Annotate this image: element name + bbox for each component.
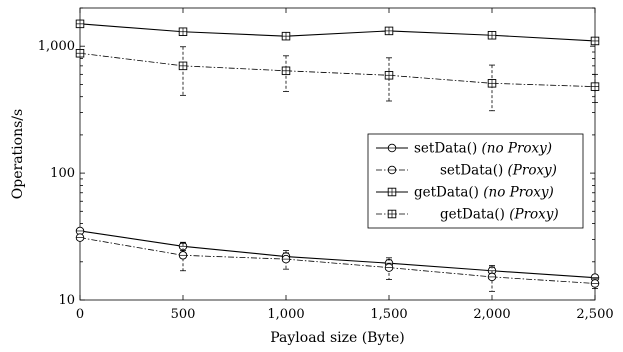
y-axis-title: Operations/s xyxy=(10,109,26,199)
legend-label: setData() (no Proxy) xyxy=(414,141,552,157)
series-line xyxy=(79,52,596,88)
legend-entry-1: setData() (Proxy) xyxy=(376,163,557,179)
legend-box xyxy=(367,133,584,229)
legend-entry-3: getData() (Proxy) xyxy=(376,207,559,223)
y-tick-label: 100 xyxy=(50,166,75,181)
plot-frame xyxy=(79,7,596,301)
y-axis: 10 100 1,000 xyxy=(38,7,595,308)
legend-suffix: (no Proxy) xyxy=(483,185,554,201)
series-2 xyxy=(75,19,600,46)
x-axis: 0 500 1,000 1,500 2,000 2,500 xyxy=(76,8,614,322)
x-tick-label: 0 xyxy=(76,307,84,322)
series-1 xyxy=(75,233,600,292)
legend-label: setData() (Proxy) xyxy=(440,163,557,179)
series-line xyxy=(79,237,596,284)
legend-suffix: (Proxy) xyxy=(508,163,557,179)
legend: setData() (no Proxy)setData() (Proxy)get… xyxy=(367,133,584,229)
legend-label: getData() (Proxy) xyxy=(440,207,559,223)
legend-entry-0: setData() (no Proxy) xyxy=(376,141,552,157)
series-layer xyxy=(75,19,600,292)
plot-border xyxy=(79,7,596,301)
legend-entry-2: getData() (no Proxy) xyxy=(376,185,554,201)
legend-name: setData() xyxy=(414,141,482,157)
x-tick-label: 1,500 xyxy=(370,307,407,322)
legend-name: getData() xyxy=(440,207,509,223)
x-tick-label: 2,500 xyxy=(576,307,613,322)
series-line xyxy=(79,23,596,42)
y-tick-label: 10 xyxy=(58,293,75,308)
legend-name: setData() xyxy=(440,163,508,179)
series-0 xyxy=(75,226,600,282)
x-tick-label: 500 xyxy=(171,307,196,322)
series-line xyxy=(79,230,596,279)
legend-suffix: (Proxy) xyxy=(509,207,558,223)
series-3 xyxy=(75,46,600,112)
x-axis-title: Payload size (Byte) xyxy=(270,330,405,346)
x-tick-label: 1,000 xyxy=(267,307,304,322)
x-tick-label: 2,000 xyxy=(473,307,510,322)
legend-label: getData() (no Proxy) xyxy=(414,185,554,201)
legend-suffix: (no Proxy) xyxy=(482,141,553,157)
y-tick-label: 1,000 xyxy=(38,39,75,54)
legend-name: getData() xyxy=(414,185,483,201)
